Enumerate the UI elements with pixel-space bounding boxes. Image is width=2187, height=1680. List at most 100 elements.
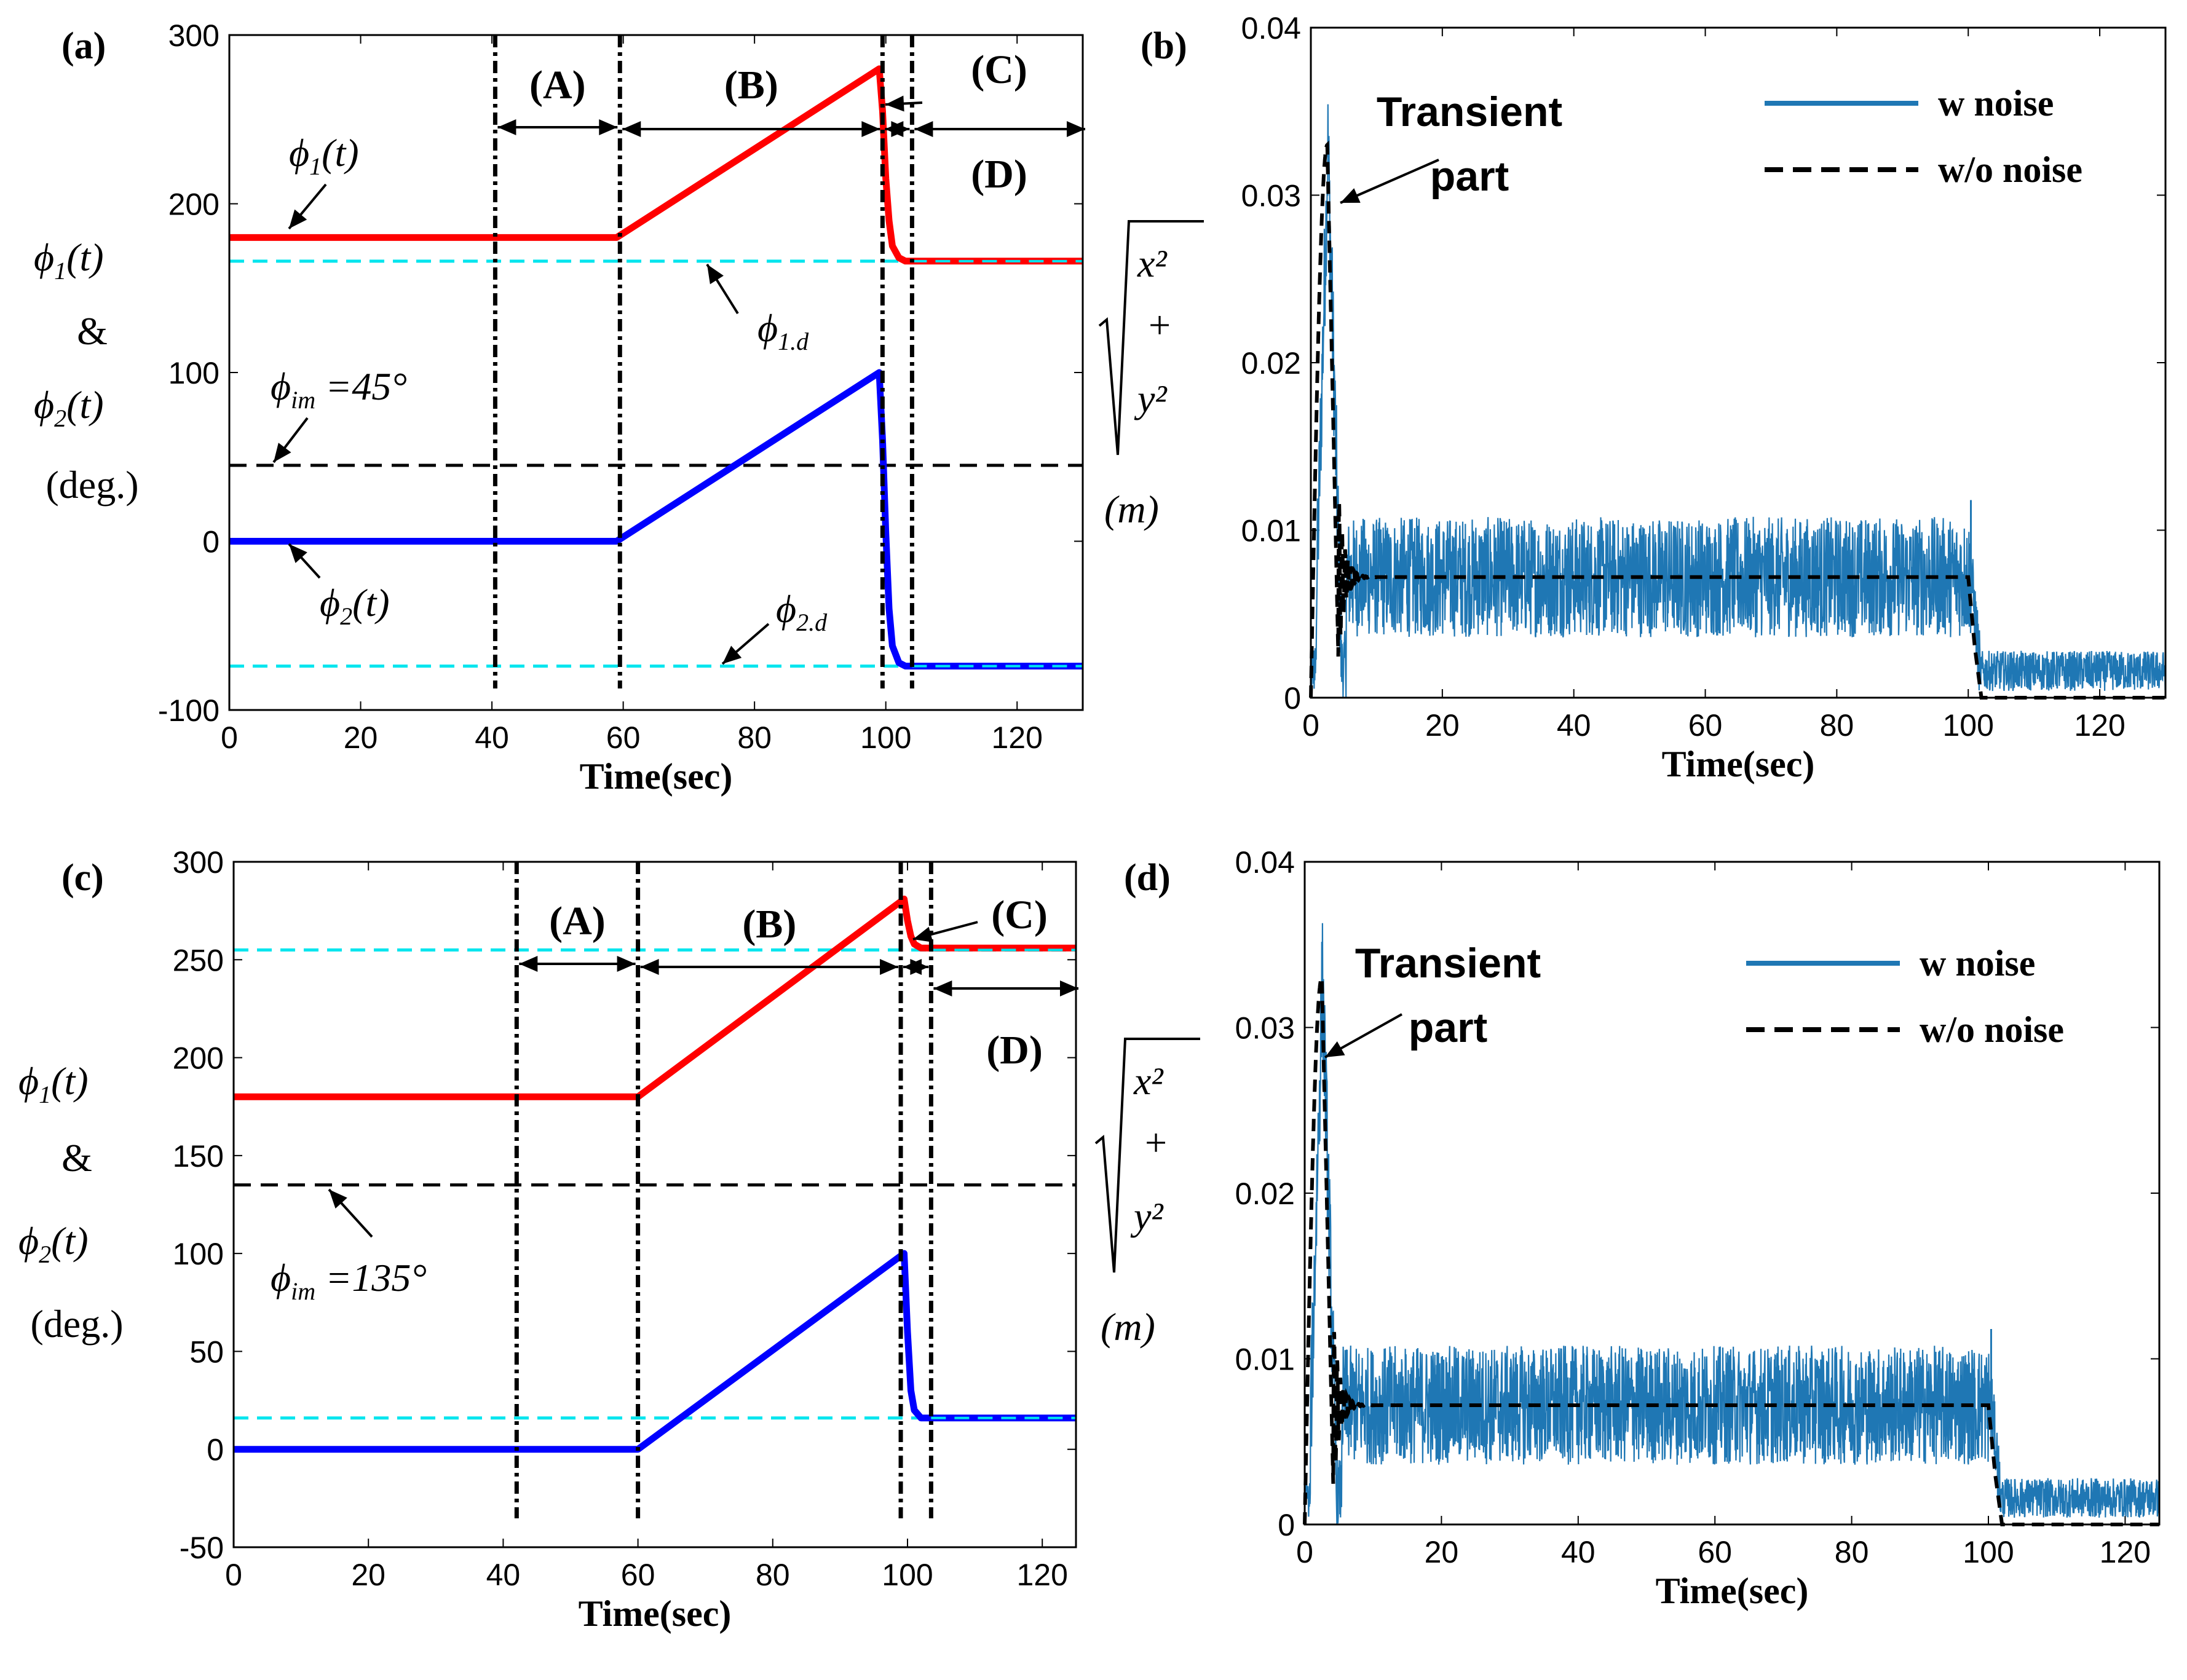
phi2d-label: ϕ2.d (776, 587, 828, 636)
legend-w-o-noise-label: w/o noise (1920, 1009, 2064, 1050)
axes-frame (232, 861, 1077, 1548)
panel-label: (d) (1124, 857, 1171, 899)
phi2-label: ϕ2(t) (320, 581, 390, 630)
ylabel-unit: (m) (1101, 1305, 1155, 1349)
phi1-label-arrow-head (289, 209, 307, 229)
sqrt-radical (1098, 220, 1204, 455)
w-noise-series-line (1310, 104, 2167, 698)
phi-im-135-arrow-head (329, 1189, 347, 1209)
phi2-series-line (234, 1250, 1076, 1453)
x-tick-label: 100 (882, 1558, 933, 1592)
x-tick-label: 100 (1963, 1535, 2014, 1569)
region-arrow-0-head-right (599, 119, 618, 135)
region-arrow-2-head-right (891, 121, 910, 137)
y-tick-label: 0.03 (1235, 1011, 1295, 1046)
y-tick-label: 100 (168, 356, 219, 390)
phi1d-label-text: ϕ1.d (757, 306, 809, 355)
region-label: (B) (724, 63, 778, 108)
transient-annotation-line1: Transient (1377, 89, 1562, 135)
y-tick-label: 0.03 (1241, 179, 1301, 213)
phi1-series-line (229, 65, 1083, 265)
w-o-noise-series-line (1309, 140, 2165, 700)
x-tick-label: 40 (486, 1558, 521, 1592)
panel-c: 0 20 40 60 80 100 120-50050100150200250300Time… (61, 845, 1078, 1634)
ylabel-phi2: ϕ2(t) (34, 383, 104, 432)
region-arrow-0-head-left (497, 119, 516, 135)
axes-frame (1310, 26, 2167, 699)
phi1-label: ϕ1(t) (289, 131, 359, 180)
phi1d-label-arrow-head (707, 264, 724, 285)
panel-a: 0 20 40 60 80 100 120-1000100200300Time(sec)(A… (61, 18, 1085, 797)
panel-d: 0 20 40 60 80 100 120 0 0.01 0.02 0.03 0.04 Time(sec… (1094, 845, 2161, 1611)
phi-im-135-label-text: ϕim =135° (271, 1256, 427, 1305)
x-tick-label: 20 (351, 1558, 386, 1592)
legend-w-noise-label: w noise (1920, 943, 2035, 984)
x-tick-label: 80 (756, 1558, 790, 1592)
w-noise-series-line (1303, 923, 2161, 1524)
region-label: (C) (971, 47, 1027, 92)
x-tick-label: 40 (475, 720, 509, 755)
y-tick-label: 300 (168, 18, 219, 53)
y-tick-label: 250 (173, 943, 224, 977)
x-axis-label: Time(sec) (579, 1593, 732, 1634)
phi1-series-line (234, 896, 1076, 1100)
x-axis-label: Time(sec) (580, 756, 733, 797)
sqrt-radical (1094, 1038, 1200, 1273)
phi-im-45-label: ϕim =45° (271, 365, 407, 414)
legend-w-noise-label: w noise (1938, 83, 2054, 124)
region-arrow-3-head-right (1060, 980, 1078, 996)
phi-im-45-arrow-head (274, 443, 291, 462)
region-c-arrow-head (885, 95, 904, 112)
region-label: (D) (971, 152, 1027, 197)
axes-frame (228, 34, 1084, 711)
y-tick-label: 0 (207, 1433, 224, 1467)
phi2d-label-arrow-head (722, 645, 742, 664)
x-tick-label: 100 (860, 720, 911, 755)
phi1d-label: ϕ1.d (757, 306, 809, 355)
transient-annotation-line1: Transient (1355, 940, 1541, 987)
x-tick-label: 40 (1557, 708, 1591, 743)
axes-frame (1303, 861, 2161, 1526)
x-tick-label: 20 (344, 720, 378, 755)
phi2-series-line (229, 369, 1083, 670)
region-arrow-0-head-left (519, 956, 538, 972)
ylabel-y-squared: y² (1130, 1194, 1164, 1238)
x-tick-label: 20 (1425, 1535, 1459, 1569)
region-arrow-3-head-left (914, 121, 933, 137)
region-arrow-0-head-right (617, 956, 636, 972)
transient-annotation-line2: part (1430, 153, 1509, 200)
region-arrow-3-head-right (1067, 121, 1085, 137)
x-tick-label: 60 (621, 1558, 655, 1592)
region-label: (D) (986, 1028, 1043, 1073)
ylabel-y-squared: y² (1134, 377, 1168, 420)
region-arrow-2-head-right (910, 959, 929, 975)
x-tick-label: 60 (606, 720, 641, 755)
region-label: (A) (549, 899, 606, 944)
region-c-arrow-c-head (913, 926, 933, 942)
region-label: (A) (529, 63, 586, 108)
x-axis-label: Time(sec) (1656, 1571, 1809, 1611)
ylabel-amp: & (77, 309, 108, 353)
x-tick-label: 120 (2100, 1535, 2151, 1569)
phi2-label-arrow-head (289, 544, 307, 563)
x-tick-label: 0 (1296, 1535, 1313, 1569)
legend-w-o-noise-label: w/o noise (1938, 149, 2082, 190)
x-tick-label: 0 (225, 1558, 242, 1592)
phi-im-45-label-text: ϕim =45° (271, 365, 407, 414)
region-arrow-1-head-right (861, 121, 880, 137)
y-tick-label: 0 (202, 525, 219, 559)
ylabel-phi2-c-text: ϕ2(t) (18, 1219, 89, 1268)
ylabel-phi1-c-text: ϕ1(t) (18, 1059, 89, 1108)
panel-label: (a) (61, 25, 106, 67)
ylabel-plus: + (1149, 303, 1171, 347)
region-arrow-1-head-left (640, 959, 659, 975)
x-tick-label: 120 (2074, 708, 2125, 743)
x-tick-label: 80 (1820, 708, 1854, 743)
transient-arrow-head (1325, 1041, 1345, 1057)
x-tick-label: 100 (1943, 708, 1994, 743)
y-tick-label: 0.01 (1235, 1343, 1295, 1377)
phi2-label-text: ϕ2(t) (320, 581, 390, 630)
ylabel-left-a: ϕ1(t) & ϕ2(t) (deg.) (34, 235, 139, 507)
ylabel-amp-c: & (61, 1136, 92, 1180)
